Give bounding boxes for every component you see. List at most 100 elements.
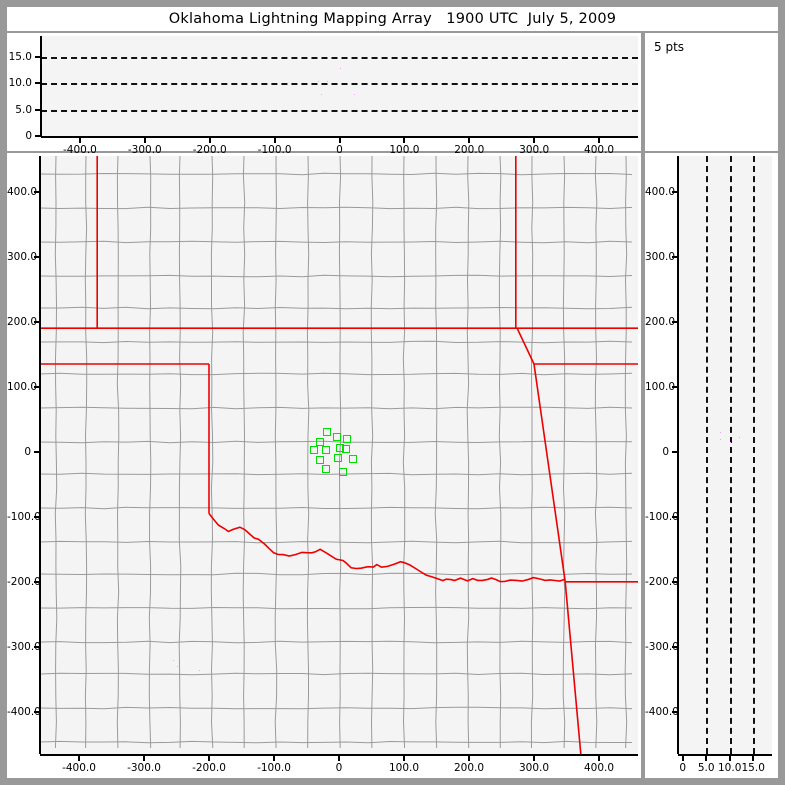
county-line-vertical [434,156,438,749]
source-point[interactable] [322,446,330,455]
county-line-horizontal [40,240,633,244]
map-y-tick-label: -200.0 [7,575,41,588]
side-y-tickmark [672,710,678,713]
top-x-axis-line [41,136,638,138]
source-point[interactable] [335,443,344,452]
map-y-tick-label: 400.0 [7,185,38,198]
county-line-vertical [594,156,598,749]
faint-source-point [739,437,741,439]
map-plot-area[interactable] [40,156,638,754]
county-line-vertical [242,156,246,749]
map-y-tickmark [34,255,40,258]
county-line-vertical [338,156,342,749]
county-line-horizontal [40,372,633,376]
source-point[interactable] [333,454,342,463]
county-line-horizontal [40,406,633,410]
top-x-tickmark [273,138,276,143]
county-line-vertical [498,156,502,749]
source-point[interactable] [323,428,332,437]
side-y-tickmark [672,385,678,388]
faint-source-point [720,438,722,440]
county-line-vertical [178,156,182,749]
side-y-tickmark [672,645,678,648]
faint-source-point [340,67,342,69]
map-y-tick-label: 200.0 [7,315,38,328]
faint-source-point [318,80,320,82]
side-y-tick-label: 200.0 [645,315,676,328]
map-x-tickmark [598,756,600,761]
page-title: Oklahoma Lightning Mapping Array 1900 UT… [168,11,617,27]
faint-source-point [354,93,356,95]
top-gridline [41,109,638,112]
top-gridline [41,83,638,86]
map-x-tickmark [403,756,405,761]
faint-source-point [173,659,175,661]
source-point[interactable] [333,433,342,442]
side-x-tickmark [728,756,731,761]
county-line-vertical [624,156,628,749]
county-line-horizontal [40,172,633,176]
source-point[interactable] [349,454,358,463]
side-y-tick-label: 100.0 [645,380,676,393]
top-y-tick-label: 0 [25,130,32,142]
source-point[interactable] [322,465,330,474]
county-line-horizontal [40,440,633,444]
side-y-tick-label: -100.0 [645,510,679,523]
map-x-tickmark [468,756,470,761]
map-x-tick-label: -100.0 [257,762,291,774]
source-point[interactable] [315,438,324,446]
map-x-tickmark [208,756,210,761]
county-line-vertical [54,156,58,749]
county-line-horizontal [40,540,633,544]
side-y-tick-label: -300.0 [645,640,679,653]
source-point[interactable] [341,444,350,453]
side-plot-area[interactable] [678,156,772,754]
side-y-tickmark [672,320,678,323]
side-y-tickmark [672,450,678,453]
map-x-tickmark [338,756,340,761]
map-y-tickmark [34,580,40,583]
map-x-tickmark [273,756,275,761]
map-y-tick-label: -400.0 [7,705,41,718]
top-plot-area[interactable] [41,36,638,136]
top-y-tickmark [35,108,41,111]
county-line-vertical [116,156,120,749]
top-y-tickmark [35,56,41,59]
state-border-red-river [208,513,566,583]
map-y-tickmark [34,320,40,323]
county-line-vertical [466,156,470,749]
county-line-vertical [210,156,214,749]
county-line-vertical [370,156,374,749]
county-line-vertical [562,156,566,749]
map-y-axis-line [39,156,41,754]
faint-source-point [720,432,722,434]
map-y-tick-label: 0 [24,445,31,458]
county-line-horizontal [40,606,633,610]
top-x-tickmark [78,138,81,143]
county-line-horizontal [40,206,633,210]
map-y-tick-label: 100.0 [7,380,38,393]
point-count-label: 5 pts [654,40,685,54]
side-y-tick-label: 400.0 [645,185,676,198]
legend-panel: 5 pts [645,33,778,151]
source-point[interactable] [342,434,351,443]
top-y-tickmark [35,82,41,85]
county-line-horizontal [40,672,633,676]
county-line-horizontal [40,506,633,510]
state-border-arkansas-lower [533,363,566,582]
side-y-tickmark [672,515,678,518]
source-point[interactable] [338,467,347,476]
county-line-horizontal [40,274,633,278]
top-x-tickmark [208,138,211,143]
source-point[interactable] [315,455,324,464]
side-panel-altitude-vs-north-south: -400.0 -300.0 -200.0 -100.0 0 100.0 200.0 300.0… [645,153,778,778]
top-panel-altitude-vs-east-west: 0 5.0 10.0 15.0 -400.0 -300.0 -200.0 -100.0 0 100… [7,33,641,156]
source-point[interactable] [310,445,319,454]
map-x-tick-label: 0 [335,762,343,774]
top-y-axis-line [40,36,42,136]
side-gridline [729,156,732,754]
side-y-tickmark [672,190,678,193]
map-x-tick-label: -300.0 [127,762,161,774]
map-y-tick-label: 300.0 [7,250,38,263]
